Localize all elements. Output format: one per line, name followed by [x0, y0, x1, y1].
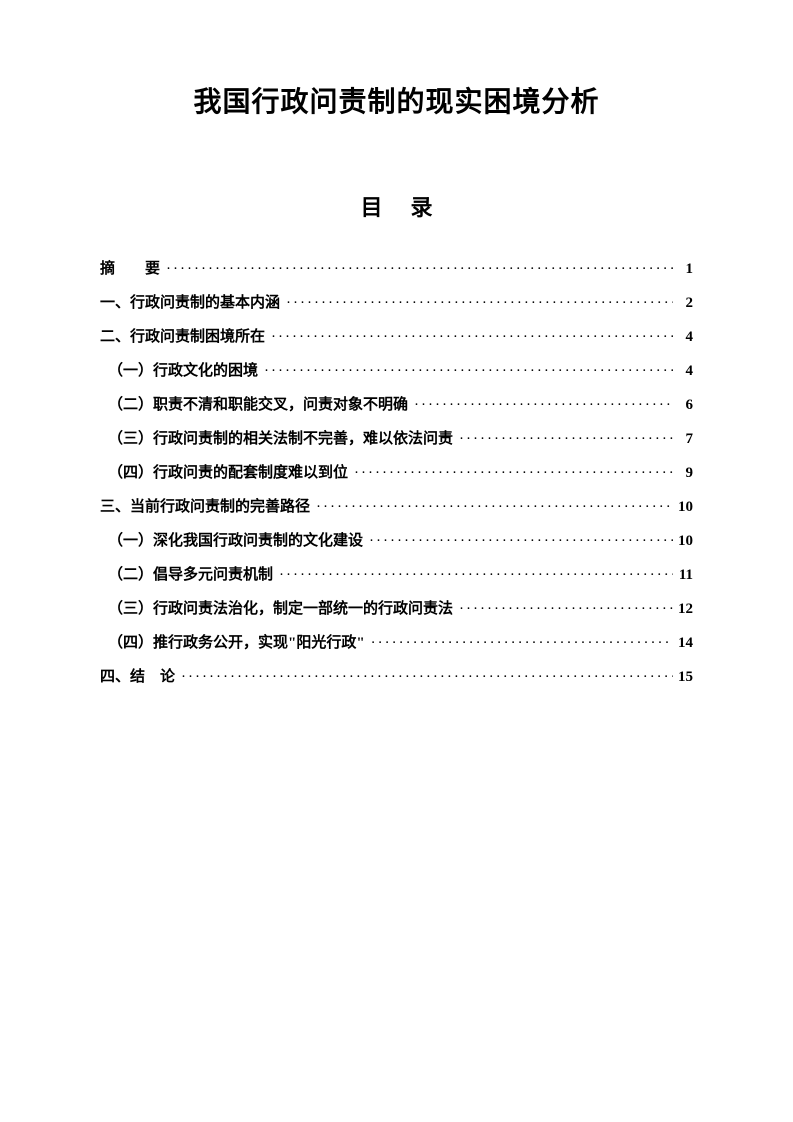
toc-dots: ········································… [453, 427, 673, 451]
toc-dots: ········································… [408, 393, 673, 417]
toc-entry: （一）行政文化的困境······························… [100, 359, 693, 383]
toc-dots: ········································… [363, 529, 673, 553]
toc-entry-label: （四）推行政务公开，实现"阳光行政" [100, 631, 365, 655]
toc-dots: ········································… [265, 325, 673, 349]
toc-entry: （二）倡导多元问责机制·····························… [100, 563, 693, 587]
toc-entry-page: 1 [673, 257, 693, 281]
toc-entry: 一、行政问责制的基本内涵····························… [100, 291, 693, 315]
toc-entry-label: （四）行政问责的配套制度难以到位 [100, 461, 348, 485]
toc-entry-label: 四、结 论 [100, 665, 175, 689]
toc-entry-label: 摘 要 [100, 257, 160, 281]
toc-entry-page: 4 [673, 325, 693, 349]
toc-dots: ········································… [453, 597, 673, 621]
toc-entry: （一）深化我国行政问责制的文化建设·······················… [100, 529, 693, 553]
toc-entry-page: 2 [673, 291, 693, 315]
document-main-title: 我国行政问责制的现实困境分析 [100, 80, 693, 120]
toc-dots: ········································… [310, 495, 673, 519]
toc-entry-label: 二、行政问责制困境所在 [100, 325, 265, 349]
toc-entry-page: 11 [673, 563, 693, 587]
toc-entry: （三）行政问责法治化，制定一部统一的行政问责法·················… [100, 597, 693, 621]
toc-entry: 摘 要·····································… [100, 257, 693, 281]
toc-entry-label: 一、行政问责制的基本内涵 [100, 291, 280, 315]
toc-entry-label: （一）行政文化的困境 [100, 359, 258, 383]
toc-entry: （四）行政问责的配套制度难以到位························… [100, 461, 693, 485]
toc-entry: （三）行政问责制的相关法制不完善，难以依法问责·················… [100, 427, 693, 451]
toc-entry: （二）职责不清和职能交叉，问责对象不明确····················… [100, 393, 693, 417]
toc-dots: ········································… [160, 257, 673, 281]
toc-dots: ········································… [273, 563, 673, 587]
toc-dots: ········································… [175, 665, 673, 689]
toc-entry-label: 三、当前行政问责制的完善路径 [100, 495, 310, 519]
toc-entry-page: 15 [673, 665, 693, 689]
toc-entry: 二、行政问责制困境所在·····························… [100, 325, 693, 349]
toc-entry: 四、结 论···································… [100, 665, 693, 689]
toc-entry-page: 12 [673, 597, 693, 621]
toc-heading: 目录 [100, 190, 693, 222]
toc-entry: 三、当前行政问责制的完善路径··························… [100, 495, 693, 519]
toc-entry-label: （二）倡导多元问责机制 [100, 563, 273, 587]
toc-dots: ········································… [258, 359, 673, 383]
toc-entry-label: （二）职责不清和职能交叉，问责对象不明确 [100, 393, 408, 417]
toc-entry-page: 4 [673, 359, 693, 383]
toc-entry-page: 10 [673, 529, 693, 553]
toc-entry-page: 7 [673, 427, 693, 451]
toc-entry-label: （三）行政问责法治化，制定一部统一的行政问责法 [100, 597, 453, 621]
toc-dots: ········································… [280, 291, 673, 315]
toc-entry-label: （一）深化我国行政问责制的文化建设 [100, 529, 363, 553]
toc-entry-page: 10 [673, 495, 693, 519]
toc-entry: （四）推行政务公开，实现"阳光行政"······················… [100, 631, 693, 655]
toc-list: 摘 要·····································… [100, 257, 693, 689]
toc-entry-label: （三）行政问责制的相关法制不完善，难以依法问责 [100, 427, 453, 451]
toc-entry-page: 6 [673, 393, 693, 417]
toc-dots: ········································… [348, 461, 673, 485]
toc-entry-page: 9 [673, 461, 693, 485]
toc-entry-page: 14 [673, 631, 693, 655]
toc-dots: ········································… [365, 631, 673, 655]
